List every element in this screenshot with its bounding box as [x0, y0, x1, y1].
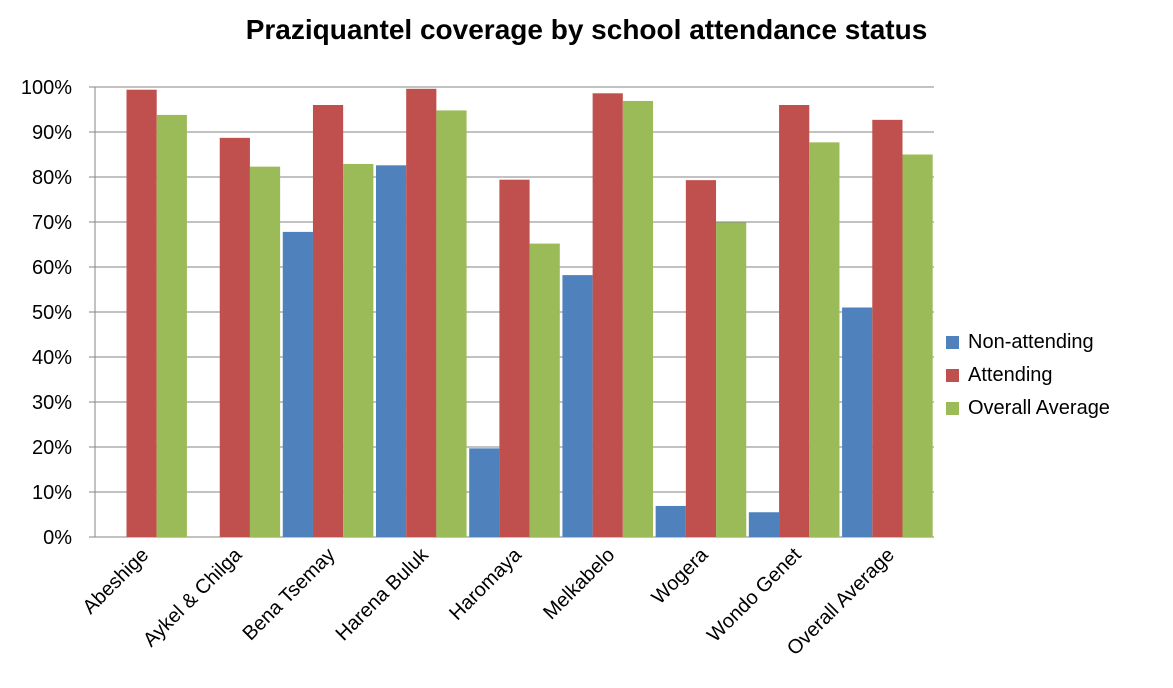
x-tick-label: Wogera [648, 543, 713, 608]
bar-attending-haromaya [499, 179, 530, 537]
bar-overall-average-haromaya [529, 243, 560, 537]
bar-attending-abeshige [126, 89, 157, 537]
bar-attending-melkabelo [592, 93, 623, 538]
legend-swatch-non-attending [946, 336, 959, 349]
bar-attending-overall-average [872, 119, 903, 537]
x-tick-label: Abeshige [79, 544, 154, 619]
y-tick-label: 40% [32, 347, 72, 369]
bar-overall-average-aykel-chilga [249, 166, 281, 537]
bar-non-attending-melkabelo [562, 275, 593, 537]
bar-overall-average-melkabelo [622, 100, 654, 537]
legend-swatch-overall-average [946, 402, 959, 415]
legend-item-non-attending: Non-attending [946, 326, 1110, 359]
bar-overall-average-wogera [716, 222, 747, 537]
legend-label-non-attending: Non-attending [968, 331, 1094, 353]
x-tick-label: Wondo Genet [703, 544, 806, 647]
x-tick-label: Haromaya [445, 543, 526, 624]
bar-overall-average-bena-tsemay [343, 163, 374, 537]
bar-overall-average-abeshige [156, 114, 187, 538]
bar-non-attending-harena-buluk [375, 165, 407, 538]
y-tick-label: 70% [32, 212, 72, 234]
x-tick-label: Bena Tsemay [239, 544, 340, 645]
bar-overall-average-harena-buluk [436, 110, 467, 538]
y-tick-label: 100% [21, 77, 72, 99]
y-tick-label: 50% [32, 302, 72, 324]
bar-non-attending-overall-average [842, 307, 873, 537]
bar-overall-average-overall-average [902, 154, 933, 537]
chart-title: Praziquantel coverage by school attendan… [245, 14, 928, 45]
y-tick-label: 90% [32, 122, 72, 144]
bar-non-attending-wondo-genet [748, 512, 780, 537]
y-tick-label: 20% [32, 437, 72, 459]
legend-label-attending: Attending [968, 364, 1053, 386]
x-tick-label: Aykel & Chilga [139, 543, 247, 651]
bar-attending-aykel-chilga [219, 137, 250, 537]
bar-attending-harena-buluk [406, 88, 437, 538]
bar-non-attending-haromaya [469, 448, 500, 537]
bar-non-attending-wogera [655, 505, 686, 537]
x-tick-label: Harena Buluk [332, 543, 434, 645]
y-tick-label: 0% [43, 527, 72, 549]
legend-item-overall-average: Overall Average [946, 392, 1110, 425]
x-tick-label: Melkabelo [539, 544, 619, 624]
legend-swatch-attending [946, 369, 959, 382]
legend: Non-attending Attending Overall Average [946, 326, 1110, 425]
y-tick-label: 10% [32, 482, 72, 504]
y-tick-label: 80% [32, 167, 72, 189]
bar-attending-wondo-genet [779, 105, 810, 537]
bar-non-attending-bena-tsemay [282, 231, 313, 537]
bar-attending-wogera [685, 180, 717, 537]
y-tick-label: 30% [32, 392, 72, 414]
bar-attending-bena-tsemay [312, 105, 344, 537]
bar-overall-average-wondo-genet [809, 142, 840, 537]
y-tick-label: 60% [32, 257, 72, 279]
legend-label-overall-average: Overall Average [968, 397, 1110, 419]
legend-item-attending: Attending [946, 359, 1110, 392]
